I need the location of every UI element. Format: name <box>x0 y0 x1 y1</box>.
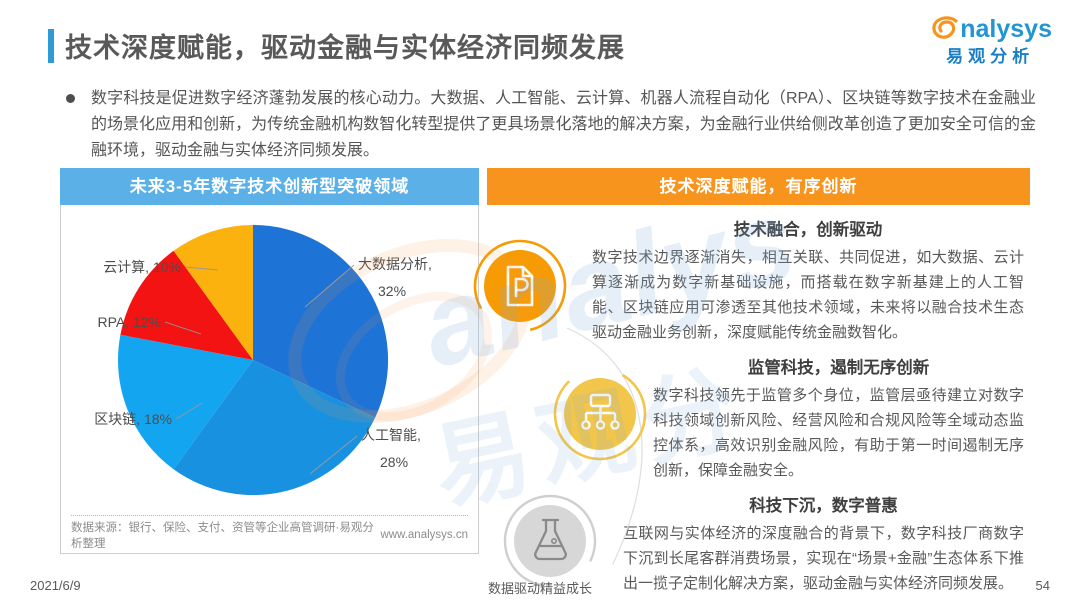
org-chart-icon <box>550 364 650 469</box>
website-url: www.analysys.cn <box>380 528 468 541</box>
pie-label-云计算: 云计算, 10% <box>103 259 181 275</box>
pie-leader-line <box>304 264 355 308</box>
pie-slice-RPA <box>120 250 254 360</box>
flask-icon <box>500 491 600 596</box>
right-panel: 技术深度赋能，有序创新 <box>473 168 1030 596</box>
bullet-icon <box>66 94 75 103</box>
section-text: 数字科技领先于监管多个身位，监管层亟待建立对数字科技领域创新风险、经营风险和合规… <box>653 387 1024 479</box>
section-title: 科技下沉，数字普惠 <box>749 497 898 515</box>
left-panel-body: 大数据分析, 32% 人工智能, 28% 区块链, 18% RPA, 12% 云计算, 10… <box>60 205 479 554</box>
document-p-icon <box>470 236 570 341</box>
intro-text: 数字科技是促进数字经济蓬勃发展的核心动力。大数据、人工智能、云计算、机器人流程自… <box>91 90 1036 159</box>
page-number: 54 <box>1035 578 1050 593</box>
footer-date: 2021/6/9 <box>30 578 81 593</box>
pie-label-人工智能: 28% <box>380 454 408 470</box>
pie-label-大数据分析: 大数据分析, <box>358 256 432 272</box>
pie-slice-人工智能 <box>173 360 376 496</box>
intro-bullet-block: 数字科技是促进数字经济蓬勃发展的核心动力。大数据、人工智能、云计算、机器人流程自… <box>62 86 1036 164</box>
pie-label-人工智能: 人工智能, <box>361 427 421 443</box>
pie-leader-line <box>175 402 203 420</box>
right-panel-header: 技术深度赋能，有序创新 <box>487 168 1030 205</box>
left-panel-header: 未来3-5年数字技术创新型突破领域 <box>60 168 479 205</box>
source-row: 数据来源：银行、保险、支付、资管等企业高管调研·易观分析整理 www.analy… <box>71 515 468 553</box>
left-panel: 未来3-5年数字技术创新型突破领域 大数据分析, 32% 人工智能, 28% 区块链, … <box>60 168 479 554</box>
footer: 2021/6/9 数据驱动精益成长 54 <box>0 578 1080 596</box>
footer-slogan: 数据驱动精益成长 <box>487 581 592 596</box>
pie-label-大数据分析: 32% <box>378 283 406 299</box>
pie-slice-区块链 <box>118 334 253 470</box>
pie-slice-大数据分析 <box>253 224 389 418</box>
pie-leader-line <box>164 321 202 335</box>
pie-label-RPA: RPA, 12% <box>97 314 161 330</box>
section-text: 数字技术边界逐渐消失，相互关联、共同促进，如大数据、云计算逐渐成为数字新基础设施… <box>592 249 1024 341</box>
title-accent-bar <box>48 28 54 63</box>
pie-chart: 大数据分析, 32% 人工智能, 28% 区块链, 18% RPA, 12% 云计算, 10… <box>94 224 432 496</box>
pie-label-区块链: 区块链, 18% <box>94 411 172 427</box>
pie-leader-line <box>309 435 358 475</box>
header: 技术深度赋能，驱动金融与实体经济同频发展 <box>48 26 625 65</box>
section-inclusion: 科技下沉，数字普惠 互联网与实体经济的深度融合的背景下，数字科技厂商数字下沉到长… <box>623 492 1024 596</box>
section-regtech: 监管科技，遏制无序创新 数字科技领先于监管多个身位，监管层亟待建立对数字科技领域… <box>653 354 1024 483</box>
data-source-note: 数据来源：银行、保险、支付、资管等企业高管调研·易观分析整理 <box>71 521 374 550</box>
section-title: 技术融合，创新驱动 <box>733 221 883 239</box>
logo-text-latin: nalysys <box>960 15 1052 43</box>
section-title: 监管科技，遏制无序创新 <box>747 359 930 377</box>
page-title: 技术深度赋能，驱动金融与实体经济同频发展 <box>65 33 625 63</box>
section-text: 互联网与实体经济的深度融合的背景下，数字科技厂商数字下沉到长尾客群消费场景，实现… <box>623 525 1024 592</box>
pie-leader-line <box>184 266 219 271</box>
right-panel-content: 技术融合，创新驱动 数字技术边界逐渐消失，相互关联、共同促进，如大数据、云计算逐… <box>473 216 1030 596</box>
section-tech-fusion: 技术融合，创新驱动 数字技术边界逐渐消失，相互关联、共同促进，如大数据、云计算逐… <box>592 216 1024 345</box>
logo-swoosh-icon <box>928 14 960 45</box>
analysys-logo: nalysys 易观分析 <box>928 14 1052 65</box>
logo-text-cn: 易观分析 <box>946 47 1035 66</box>
pie-slice-云计算 <box>173 225 253 360</box>
